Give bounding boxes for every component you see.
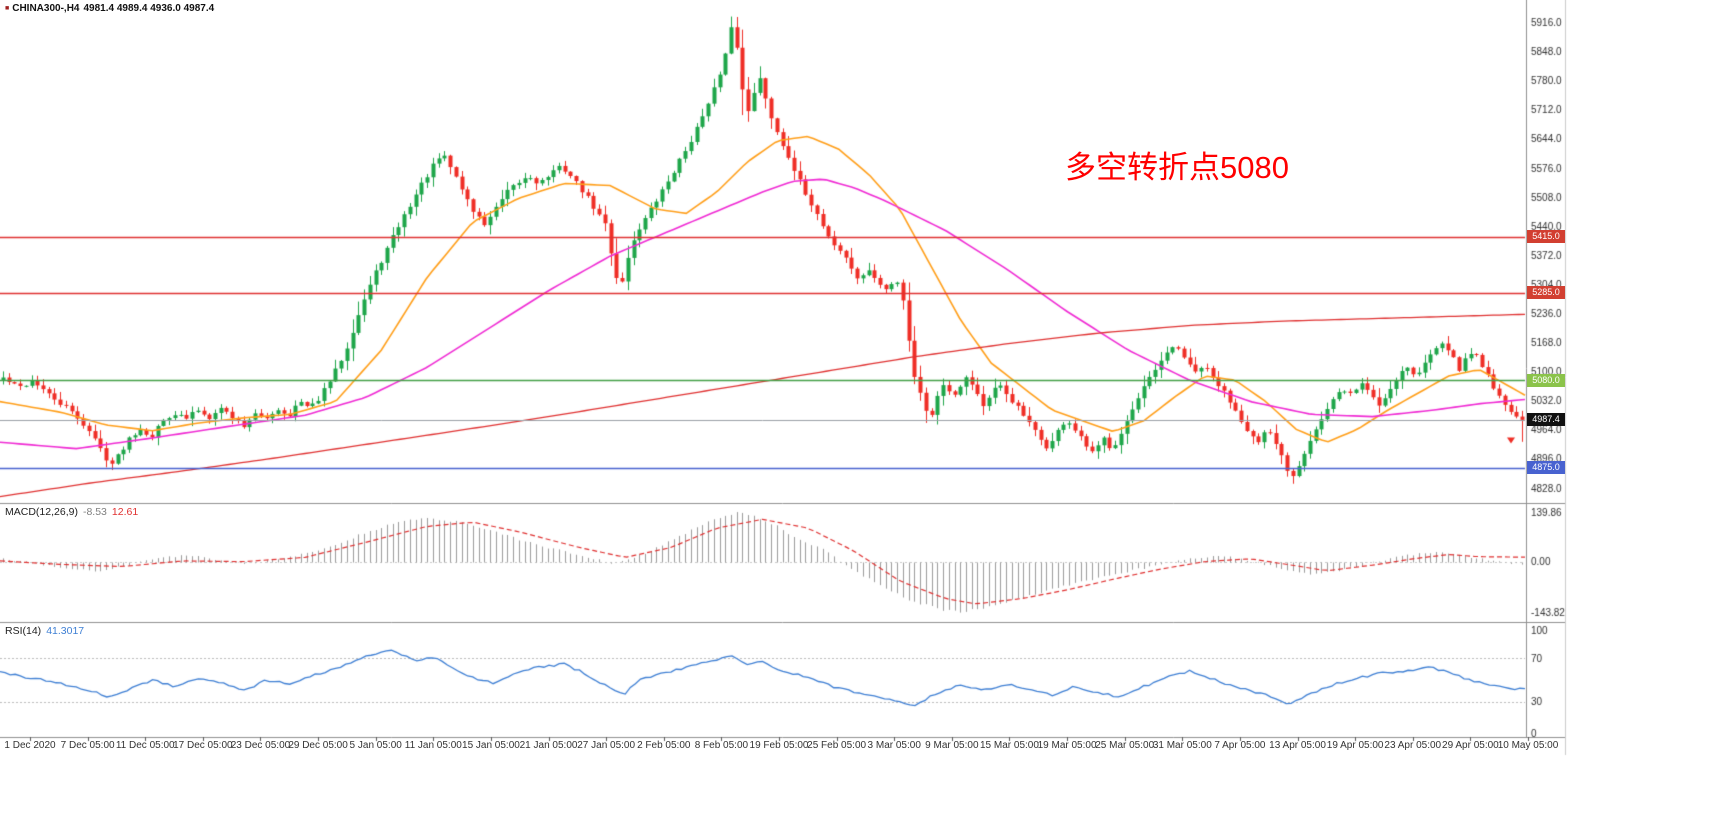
time-axis-label: 3 Mar 05:00 — [867, 740, 921, 751]
time-axis-label: 11 Dec 05:00 — [115, 740, 175, 751]
time-axis-label: 31 Mar 05:00 — [1152, 740, 1212, 751]
macd-main-value: -8.53 — [82, 506, 107, 518]
annotation-text: 多空转折点5080 — [1065, 150, 1289, 185]
symbol-name: CHINA300-,H4 — [12, 3, 80, 14]
price-tag[interactable]: 5080.0 — [1527, 373, 1565, 387]
time-axis-label: 15 Jan 05:00 — [462, 740, 520, 751]
time-axis-label: 15 Mar 05:00 — [979, 740, 1039, 751]
time-axis-label: 8 Feb 05:00 — [694, 740, 749, 751]
time-axis-label: 13 Apr 05:00 — [1269, 740, 1326, 751]
price-tag: 4987.4 — [1527, 413, 1565, 427]
time-axis-label: 7 Dec 05:00 — [60, 740, 115, 751]
macd-indicator-label: MACD(12,26,9) -8.53 12.61 — [5, 506, 138, 518]
time-axis-label: 7 Apr 05:00 — [1214, 740, 1266, 751]
rsi-value: 41.3017 — [46, 625, 85, 637]
rsi-name: RSI(14) — [5, 625, 42, 637]
time-axis-label: 5 Jan 05:00 — [349, 740, 402, 751]
macd-signal-value: 12.61 — [111, 506, 139, 518]
symbol-readout: ■ CHINA300-,H4 4981.4 4989.4 4936.0 4987.4 — [5, 3, 218, 14]
time-axis-label: 9 Mar 05:00 — [925, 740, 979, 751]
time-axis-label: 10 May 05:00 — [1497, 740, 1559, 751]
time-axis-label: 1 Dec 2020 — [4, 740, 56, 751]
time-axis-label: 2 Feb 05:00 — [637, 740, 691, 751]
symbol-ohlc-values: 4981.4 4989.4 4936.0 4987.4 — [83, 3, 215, 14]
symbol-marker-icon: ■ — [5, 5, 10, 12]
time-axis-label: 25 Feb 05:00 — [807, 740, 867, 751]
time-axis-label: 23 Dec 05:00 — [230, 740, 291, 751]
time-axis-label: 29 Dec 05:00 — [288, 740, 348, 751]
time-axis-label: 29 Apr 05:00 — [1442, 740, 1499, 751]
rsi-indicator-label: RSI(14) 41.3017 — [5, 625, 84, 637]
price-tag[interactable]: 5285.0 — [1527, 286, 1565, 299]
time-axis-label: 23 Apr 05:00 — [1384, 740, 1442, 751]
time-axis-label: 11 Jan 05:00 — [404, 740, 462, 751]
time-axis-label: 19 Feb 05:00 — [749, 740, 809, 751]
price-tag[interactable]: 4875.0 — [1527, 461, 1565, 475]
time-axis-label: 27 Jan 05:00 — [577, 740, 636, 751]
time-axis-label: 19 Mar 05:00 — [1037, 740, 1097, 751]
time-axis-label: 19 Apr 05:00 — [1326, 740, 1384, 751]
price-tag[interactable]: 5415.0 — [1527, 230, 1565, 244]
time-axis-label: 25 Mar 05:00 — [1095, 740, 1155, 751]
time-axis-label: 17 Dec 05:00 — [173, 740, 233, 751]
macd-name: MACD(12,26,9) — [5, 506, 78, 518]
time-axis-label: 21 Jan 05:00 — [519, 740, 578, 751]
